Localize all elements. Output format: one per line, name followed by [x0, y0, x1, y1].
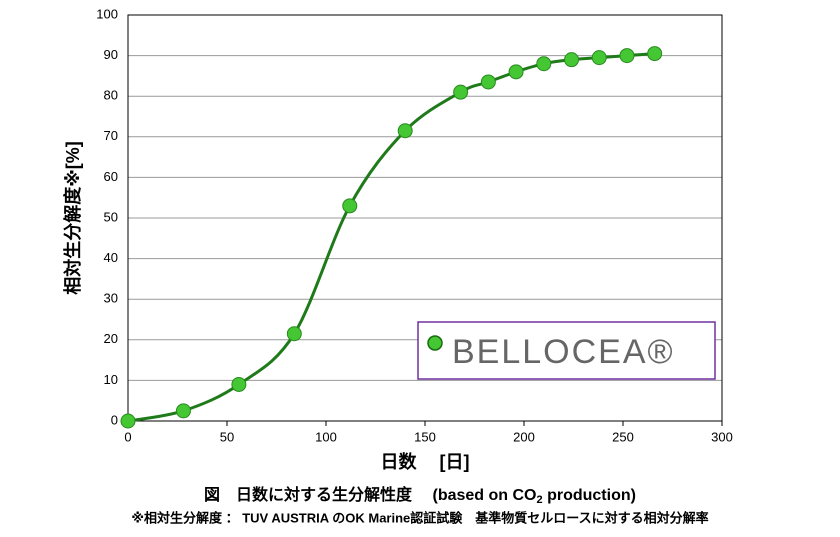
x-tick-label: 250	[612, 429, 634, 444]
legend-marker	[427, 335, 443, 351]
y-tick-label: 60	[104, 169, 118, 184]
y-tick-label: 0	[111, 412, 118, 427]
legend-box	[417, 321, 716, 380]
y-axis-label: 相対生分解度※[%]	[62, 141, 83, 295]
title-sub: 2	[537, 494, 543, 506]
data-point	[231, 376, 247, 392]
data-point	[508, 64, 524, 80]
title-part: production)	[543, 487, 636, 504]
data-point	[286, 326, 302, 342]
legend: BELLOCEA®	[417, 321, 716, 380]
y-tick-label: 90	[104, 47, 118, 62]
data-point	[342, 198, 358, 214]
x-tick-label: 50	[220, 429, 234, 444]
y-tick-label: 100	[96, 6, 118, 21]
data-point	[397, 123, 413, 139]
chart-title: 図 日数に対する生分解性度 (based on CO2 production)	[204, 485, 636, 506]
x-tick-label: 200	[513, 429, 535, 444]
data-point	[591, 50, 607, 66]
y-tick-label: 50	[104, 209, 118, 224]
y-tick-label: 10	[104, 372, 118, 387]
data-point	[120, 413, 136, 429]
y-tick-label: 80	[104, 88, 118, 103]
data-point	[536, 56, 552, 72]
data-point	[564, 52, 580, 68]
data-point	[453, 84, 469, 100]
data-point	[619, 48, 635, 64]
y-tick-label: 30	[104, 291, 118, 306]
legend-label: BELLOCEA®	[452, 333, 675, 371]
y-tick-label: 20	[104, 331, 118, 346]
data-point	[480, 74, 496, 90]
title-part: 図 日数に対する生分解性度 (based on CO	[204, 485, 536, 504]
data-point	[647, 46, 663, 62]
x-tick-label: 150	[414, 429, 436, 444]
data-point	[175, 403, 191, 419]
x-tick-label: 0	[124, 429, 131, 444]
x-axis-label: 日数 [日]	[381, 451, 470, 472]
x-tick-label: 300	[711, 429, 733, 444]
y-tick-label: 70	[104, 128, 118, 143]
x-tick-label: 100	[315, 429, 337, 444]
plot-frame	[127, 14, 723, 422]
footnote: ※相対生分解度 ： TUV AUSTRIA のOK Marine認証試験 基準物…	[131, 510, 708, 525]
y-tick-label: 40	[104, 250, 118, 265]
